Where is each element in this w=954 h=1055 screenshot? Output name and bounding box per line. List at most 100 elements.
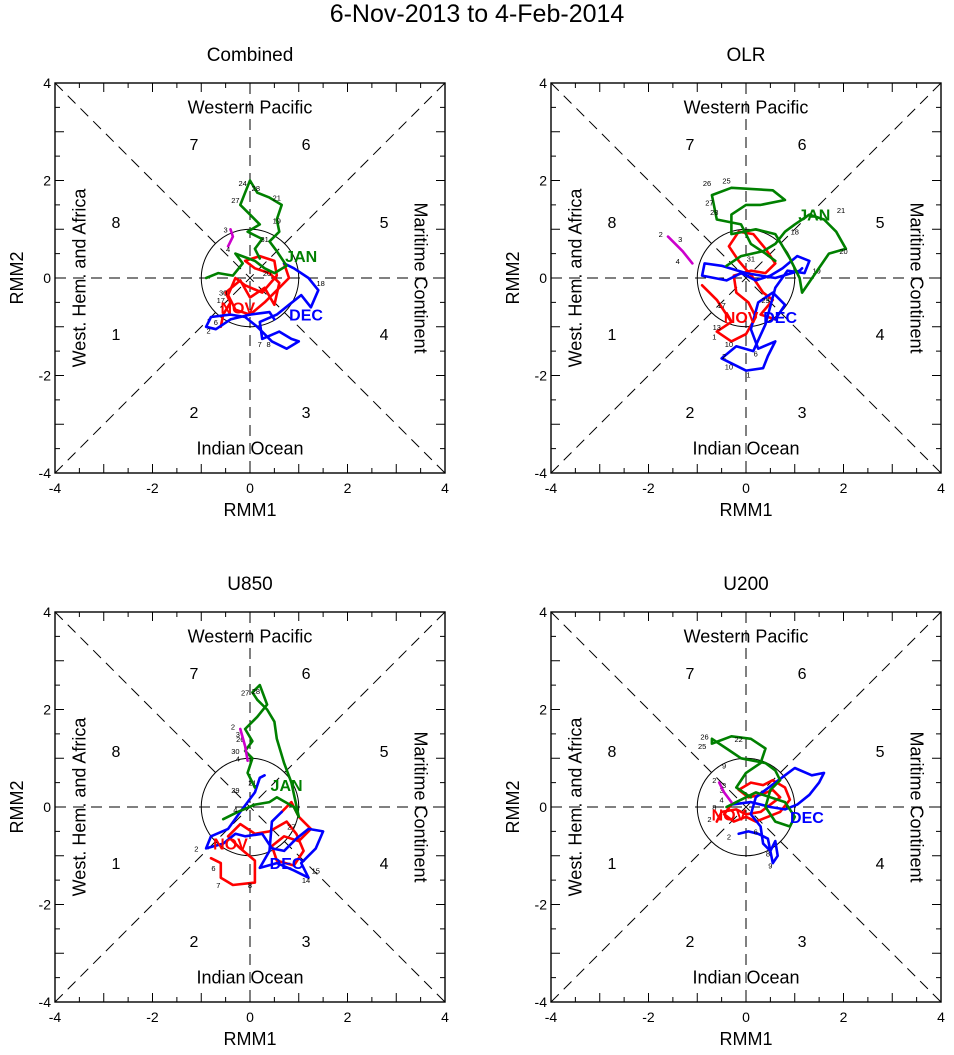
x-tick-label: -2	[146, 480, 159, 496]
x-tick-label: 0	[246, 480, 254, 496]
x-tick-label: -4	[49, 1009, 62, 1025]
x-tick-label: -2	[642, 480, 655, 496]
phase-number: 8	[607, 215, 616, 232]
y-tick-label: -4	[39, 465, 52, 481]
y-tick-label: -4	[535, 465, 548, 481]
x-axis-label: RMM1	[224, 1029, 277, 1049]
phase-number: 7	[189, 137, 198, 154]
day-label: 8	[266, 340, 270, 349]
phase-number: 6	[798, 137, 807, 154]
day-label: 10	[725, 363, 733, 372]
month-label-nov: NOV	[724, 310, 759, 327]
day-label: 14	[302, 876, 310, 885]
day-label: 26	[703, 179, 711, 188]
y-tick-label: 0	[539, 799, 547, 815]
day-label: 30	[219, 289, 227, 298]
trajectory-feb	[226, 228, 235, 248]
day-label: 7	[258, 340, 262, 349]
phase-number: 3	[798, 934, 807, 951]
month-label-dec: DEC	[289, 308, 323, 325]
region-label-top: Western Pacific	[684, 626, 809, 646]
x-axis-label: RMM1	[720, 500, 773, 520]
day-label: 18	[791, 228, 799, 237]
x-tick-label: 0	[246, 1009, 254, 1025]
phase-number: 3	[798, 405, 807, 422]
panel-u200: U200 -4 -2 0 2 4 -4 -2 0 2 4 RMM1 RMM2 Western Pacifi…	[503, 574, 945, 1049]
y-tick-label: 4	[539, 75, 547, 91]
x-tick-label: 4	[937, 1009, 945, 1025]
x-tick-label: 2	[344, 1009, 352, 1025]
y-tick-label: -4	[535, 994, 548, 1010]
phase-number: 4	[876, 327, 885, 344]
day-label: 4	[236, 754, 240, 763]
panel-title: U850	[227, 574, 272, 595]
phase-number: 4	[380, 327, 389, 344]
x-tick-label: 2	[840, 480, 848, 496]
phase-number: 1	[111, 327, 120, 344]
day-label: 7	[216, 881, 220, 890]
x-axis-label: RMM1	[224, 500, 277, 520]
y-tick-label: 4	[43, 75, 51, 91]
phase-number: 8	[607, 744, 616, 761]
phase-number: 2	[685, 934, 694, 951]
day-label: 8	[248, 881, 252, 890]
y-tick-label: -2	[535, 368, 548, 384]
month-label-dec: DEC	[790, 810, 824, 827]
day-label: 26	[700, 732, 708, 741]
day-label: 27	[241, 688, 249, 697]
day-label: 6	[754, 350, 758, 359]
region-label-bottom: Indian Ocean	[196, 439, 303, 459]
y-axis-label: RMM2	[503, 252, 523, 305]
figure-title: 6-Nov-2013 to 4-Feb-2014	[330, 0, 625, 28]
x-tick-label: -4	[545, 1009, 558, 1025]
day-label: 3	[224, 225, 228, 234]
region-label-bottom: Indian Ocean	[692, 968, 799, 988]
region-label-left: West. Hem. and Africa	[565, 188, 585, 368]
x-tick-label: 2	[840, 1009, 848, 1025]
day-label: 3	[678, 235, 682, 244]
phase-number: 7	[189, 666, 198, 683]
day-label: 9	[768, 862, 772, 871]
y-tick-label: 4	[43, 604, 51, 620]
month-label-dec: DEC	[270, 856, 304, 873]
day-label: 2	[707, 815, 711, 824]
day-label: 10	[725, 340, 733, 349]
day-label: 2	[231, 723, 235, 732]
month-label-jan: JAN	[271, 778, 303, 795]
day-label: 21	[273, 194, 281, 203]
region-label-top: Western Pacific	[188, 626, 313, 646]
phase-number: 6	[302, 137, 311, 154]
region-label-right: Maritime Continent	[411, 202, 431, 353]
day-label: 3	[720, 786, 724, 795]
y-tick-label: 2	[539, 173, 547, 189]
region-label-right: Maritime Continent	[411, 731, 431, 882]
phase-number: 2	[189, 934, 198, 951]
x-tick-label: 0	[742, 1009, 750, 1025]
day-label: 29	[231, 786, 239, 795]
phase-number: 5	[380, 215, 389, 232]
trajectory-nov	[700, 230, 777, 343]
day-label: 20	[263, 269, 271, 278]
x-tick-label: 2	[344, 480, 352, 496]
region-label-left: West. Hem. and Africa	[69, 188, 89, 368]
trajectory-feb	[239, 727, 249, 763]
x-tick-label: -2	[146, 1009, 159, 1025]
phase-number: 7	[685, 137, 694, 154]
region-label-bottom: Indian Ocean	[692, 439, 799, 459]
y-tick-label: 0	[539, 270, 547, 286]
panel-u850: U850 -4 -2 0 2 4 -4 -2 0 2 4 RMM1 RMM2 Western Pacifi…	[7, 574, 449, 1049]
region-label-left: West. Hem. and Africa	[69, 717, 89, 897]
y-tick-label: 2	[43, 173, 51, 189]
day-label: 31	[747, 255, 755, 264]
phase-number: 8	[111, 215, 120, 232]
month-label-nov: NOV	[712, 807, 747, 824]
y-axis-label: RMM2	[7, 781, 27, 834]
day-label: 1	[712, 333, 716, 342]
trajectory-feb	[717, 781, 733, 804]
x-tick-label: -4	[545, 480, 558, 496]
day-label: 30	[231, 747, 239, 756]
day-label: 3	[722, 781, 726, 790]
y-tick-label: 2	[539, 702, 547, 718]
day-label: 18	[317, 279, 325, 288]
region-label-top: Western Pacific	[188, 97, 313, 117]
